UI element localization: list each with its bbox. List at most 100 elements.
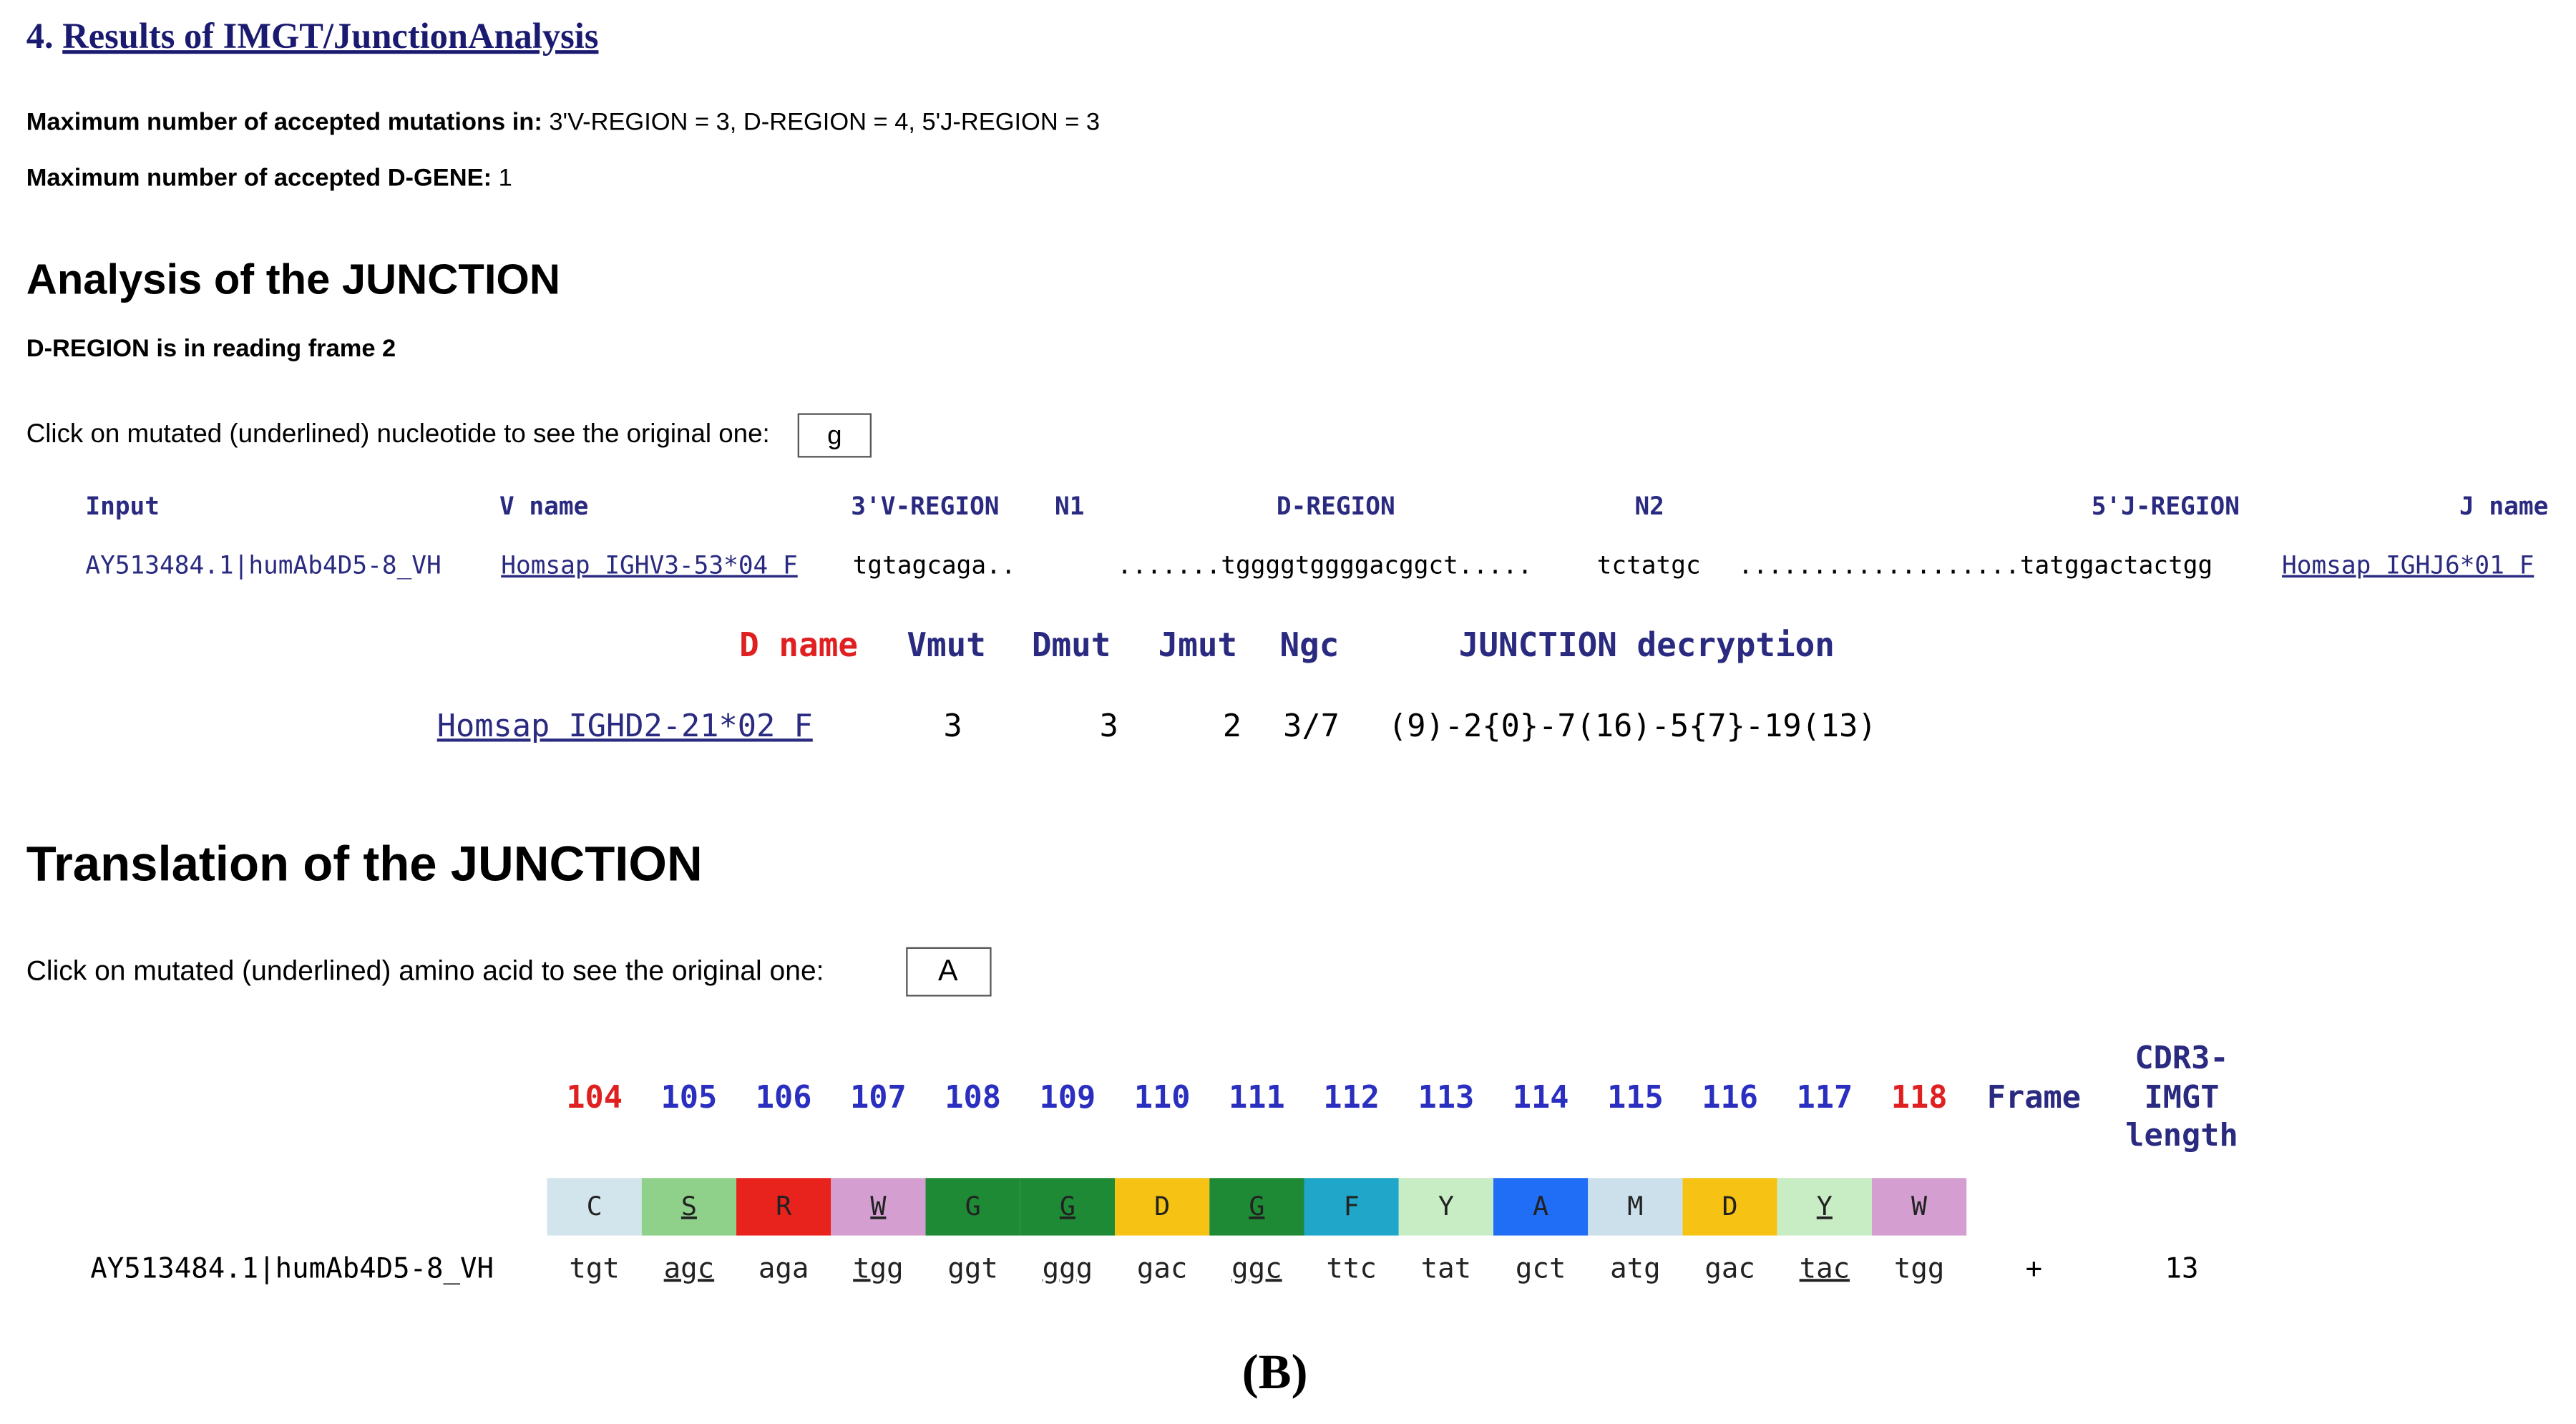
- sequence[interactable]: ...................tatggactactgg: [1738, 552, 2212, 580]
- param-label: Maximum number of accepted D-GENE:: [26, 164, 492, 191]
- column-header: D-REGION: [1277, 492, 1395, 521]
- frame-value: +: [2026, 1252, 2043, 1284]
- position: 108: [945, 1080, 1001, 1116]
- column-header: 5'J-REGION: [2092, 492, 2240, 521]
- column-header: 3'V-REGION: [851, 492, 999, 521]
- frame-note: D-REGION is in reading frame 2: [26, 335, 396, 362]
- amino-acid-box: [1777, 1178, 1872, 1236]
- position: 117: [1796, 1080, 1853, 1116]
- column-header: CDR3-: [2135, 1040, 2228, 1076]
- amino-acid-box: [547, 1178, 642, 1236]
- codon: tgt: [569, 1252, 619, 1284]
- codon: ggt: [947, 1252, 997, 1284]
- param: Maximum number of accepted mutations in:…: [26, 108, 1100, 135]
- column-header: Jmut: [1158, 625, 1238, 664]
- codon: ggc: [1231, 1252, 1282, 1284]
- codon: agc: [664, 1252, 714, 1284]
- position: 107: [850, 1080, 907, 1116]
- cell: (9)-2{0}-7(16)-5{7}-19(13): [1388, 708, 1877, 744]
- sequence[interactable]: tgtagcaga..: [853, 552, 1016, 580]
- length-value: 13: [2165, 1252, 2198, 1284]
- position: 105: [661, 1080, 718, 1116]
- column-header: N2: [1634, 492, 1664, 521]
- amino-acid[interactable]: S: [681, 1191, 697, 1221]
- codon: tgg: [853, 1252, 903, 1284]
- amino-acid: F: [1344, 1191, 1360, 1221]
- amino-acid[interactable]: W: [870, 1191, 887, 1221]
- column-header: Ngc: [1280, 625, 1340, 664]
- codon: tgg: [1894, 1252, 1944, 1284]
- codon: tac: [1800, 1252, 1850, 1284]
- amino-acid[interactable]: G: [1249, 1191, 1264, 1221]
- d-name-link[interactable]: Homsap IGHD2-21*02 F: [437, 708, 813, 744]
- column-header: Input: [85, 492, 160, 521]
- prompt-box-value: g: [827, 420, 841, 449]
- column-header: V name: [499, 492, 588, 521]
- prompt: Click on mutated (underlined) amino acid…: [26, 956, 824, 987]
- amino-acid-box: [831, 1178, 926, 1236]
- position: 109: [1040, 1080, 1096, 1116]
- cell: 3: [1100, 708, 1118, 744]
- section-title: Translation of the JUNCTION: [26, 836, 703, 891]
- amino-acid: A: [1533, 1191, 1548, 1221]
- amino-acid-box: [1682, 1178, 1777, 1236]
- codon: gac: [1137, 1252, 1187, 1284]
- prompt-box: [906, 947, 992, 997]
- amino-acid-box: [1871, 1178, 1967, 1236]
- amino-acid-box: [1304, 1178, 1399, 1236]
- amino-acid-box: [1493, 1178, 1589, 1236]
- amino-acid: M: [1627, 1191, 1643, 1221]
- param-value: 3'V-REGION = 3, D-REGION = 4, 5'J-REGION…: [549, 108, 1100, 135]
- heading-number: 4.: [26, 16, 54, 56]
- amino-acid-box: [1588, 1178, 1683, 1236]
- amino-acid: R: [776, 1191, 792, 1221]
- amino-acid[interactable]: Y: [1817, 1191, 1833, 1221]
- param-label: Maximum number of accepted mutations in:: [26, 108, 542, 135]
- amino-acid-box: [641, 1178, 737, 1236]
- prompt-box: [797, 413, 872, 458]
- column-header: N1: [1055, 492, 1084, 521]
- translation-table: Frame CDR3- IMGT length AY513484.1|humAb…: [90, 1040, 2238, 1284]
- amino-acid: G: [965, 1191, 981, 1221]
- table1: Input V name 3'V-REGION N1 D-REGION N2 5…: [85, 492, 2548, 580]
- amino-acid: D: [1154, 1191, 1170, 1221]
- amino-acid: Y: [1438, 1191, 1454, 1221]
- position: 118: [1891, 1080, 1948, 1116]
- column-header: D name: [739, 625, 858, 664]
- heading: 4. Results of IMGT/JunctionAnalysis: [26, 16, 599, 56]
- param-value: 1: [499, 164, 512, 191]
- amino-acid-box: [1020, 1178, 1116, 1236]
- column-header: Vmut: [907, 625, 986, 664]
- column-header: length: [2125, 1118, 2238, 1154]
- position: 110: [1134, 1080, 1191, 1116]
- caption: (B): [1242, 1345, 1308, 1399]
- amino-acid-box: [736, 1178, 831, 1236]
- section-title: Analysis of the JUNCTION: [26, 255, 560, 303]
- table2: D name Vmut Dmut Jmut Ngc JUNCTION decry…: [437, 625, 1877, 744]
- amino-acid: C: [587, 1191, 602, 1221]
- codon: aga: [758, 1252, 809, 1284]
- codon: ggg: [1043, 1252, 1093, 1284]
- param: Maximum number of accepted D-GENE: 1: [26, 164, 512, 191]
- column-header: J name: [2459, 492, 2548, 521]
- sequence[interactable]: .......tggggtggggacggct.....: [1117, 552, 1532, 580]
- sequence: tctatgc: [1597, 552, 1701, 580]
- position: 113: [1418, 1080, 1474, 1116]
- prompt-box-value: A: [938, 954, 958, 987]
- heading-link[interactable]: Results of IMGT/JunctionAnalysis: [62, 16, 598, 56]
- position: 116: [1702, 1080, 1758, 1116]
- v-name-link[interactable]: Homsap IGHV3-53*04 F: [501, 552, 797, 580]
- j-name-link[interactable]: Homsap IGHJ6*01 F: [2282, 552, 2534, 580]
- codon: tat: [1421, 1252, 1471, 1284]
- codon: gac: [1704, 1252, 1755, 1284]
- position: 115: [1607, 1080, 1664, 1116]
- amino-acid: W: [1911, 1191, 1928, 1221]
- input-name: AY513484.1|humAb4D5-8_VH: [90, 1252, 494, 1284]
- column-header: JUNCTION decryption: [1459, 625, 1835, 664]
- amino-acid[interactable]: G: [1060, 1191, 1075, 1221]
- codon: gct: [1516, 1252, 1566, 1284]
- codon: atg: [1610, 1252, 1660, 1284]
- amino-acid-box: [1209, 1178, 1304, 1236]
- amino-acid: D: [1722, 1191, 1738, 1221]
